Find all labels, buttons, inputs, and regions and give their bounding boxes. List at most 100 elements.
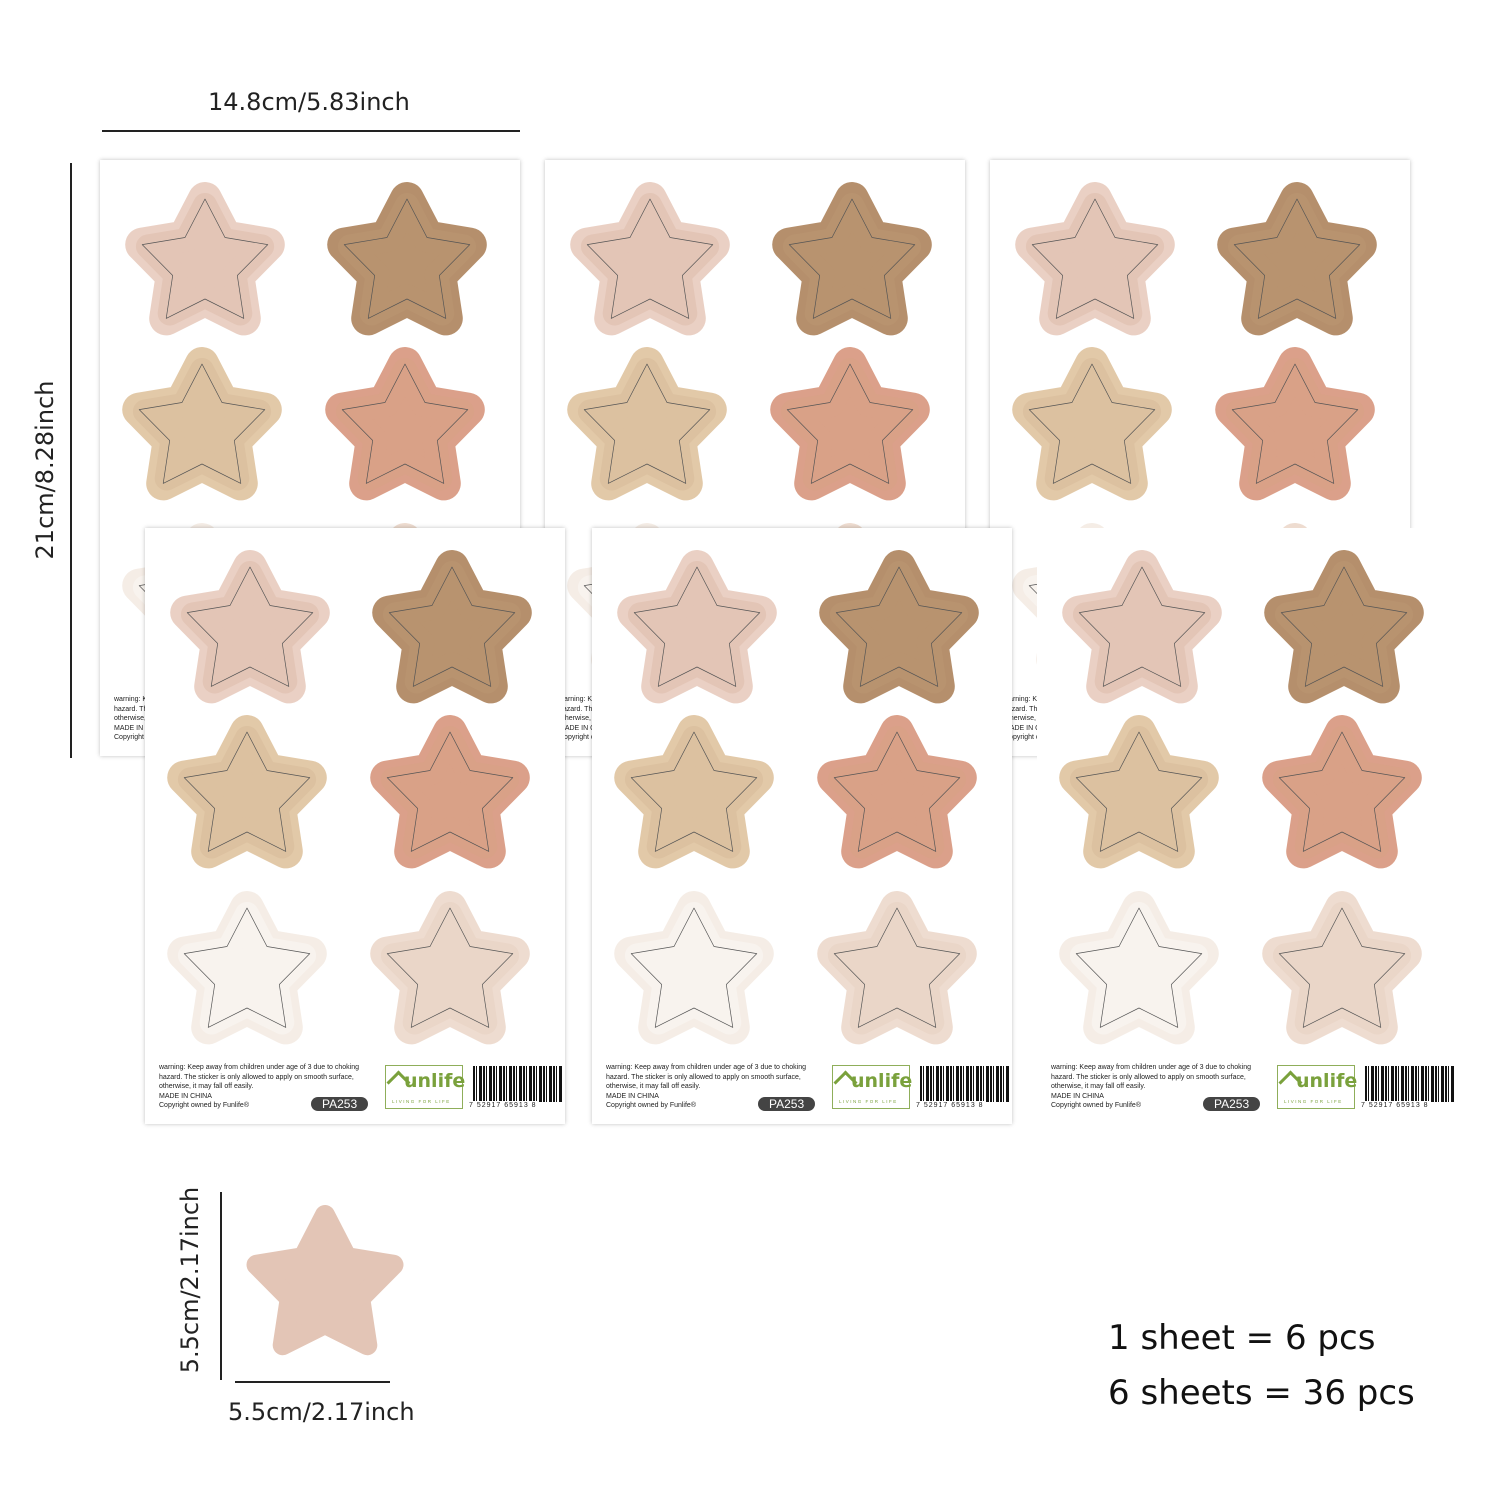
star-cut-line: [183, 907, 311, 1028]
star-sticker: [122, 347, 282, 501]
copyright-text: Copyright owned by Funlife®: [1051, 1102, 1141, 1109]
star-cut-line: [833, 731, 961, 852]
warning-text: warning: Keep away from children under a…: [606, 1064, 807, 1090]
logo-word: unlife: [404, 1070, 466, 1092]
logo-tagline: LIVING FOR LIFE: [839, 1099, 898, 1104]
star-cut-line: [1075, 731, 1203, 852]
warning-text: warning: Keep away from children under a…: [1051, 1064, 1252, 1090]
product-code-badge: PA253: [311, 1097, 369, 1111]
single-star-shape: [246, 1205, 404, 1356]
summary-line-1: 1 sheet = 6 pcs: [1108, 1318, 1376, 1358]
star-fill: [580, 193, 720, 326]
star-fill: [180, 561, 320, 694]
star-fill: [132, 358, 272, 491]
star-sticker: [1262, 891, 1422, 1045]
star-sticker: [1264, 550, 1424, 704]
star-cut-line: [788, 198, 916, 319]
funlife-logo: unlife LIVING FOR LIFE: [385, 1065, 466, 1109]
copyright-text: Copyright owned by Funlife®: [159, 1102, 249, 1109]
star-cut-line: [586, 198, 714, 319]
star-fill: [624, 726, 764, 859]
star-sticker: [819, 550, 979, 704]
sticker-sheet: warning: Keep away from children under a…: [145, 528, 565, 1124]
barcode-number: 7 52917 65913 8: [469, 1101, 537, 1111]
star-fill: [380, 902, 520, 1035]
sheet-height-arrow: [70, 163, 72, 758]
star-cut-line: [633, 566, 761, 687]
star-fill: [624, 902, 764, 1035]
copyright-text: Copyright owned by Funlife®: [606, 1102, 696, 1109]
star-fill: [380, 726, 520, 859]
star-sticker: [370, 715, 530, 869]
star-cut-line: [1078, 566, 1206, 687]
made-in-text: MADE IN CHINA: [159, 1093, 212, 1100]
summary-line-2: 6 sheets = 36 pcs: [1108, 1373, 1415, 1413]
star-sticker: [125, 182, 285, 336]
star-cut-line: [1075, 907, 1203, 1028]
star-cut-line: [183, 731, 311, 852]
star-cut-line: [186, 566, 314, 687]
star-fill: [827, 902, 967, 1035]
logo-word: unlife: [1296, 1070, 1358, 1092]
star-sticker: [167, 891, 327, 1045]
star-cut-line: [343, 198, 471, 319]
star-cut-line: [833, 907, 961, 1028]
star-sticker: [372, 550, 532, 704]
logo-tagline: LIVING FOR LIFE: [392, 1099, 451, 1104]
barcode-number: 7 52917 65913 8: [1361, 1101, 1429, 1111]
star-cut-line: [138, 363, 266, 484]
star-fill: [627, 561, 767, 694]
sheet-width-arrow: [102, 130, 520, 132]
star-sticker: [1062, 550, 1222, 704]
star-fill: [135, 193, 275, 326]
star-sticker: [1059, 715, 1219, 869]
star-sticker: [370, 891, 530, 1045]
star-sticker: [327, 182, 487, 336]
star-fill: [782, 193, 922, 326]
star-sticker: [1262, 715, 1422, 869]
single-star-sticker: [246, 1205, 404, 1356]
barcode-number: 7 52917 65913 8: [916, 1101, 984, 1111]
star-fill: [177, 726, 317, 859]
star-sticker: [770, 347, 930, 501]
star-cut-line: [386, 907, 514, 1028]
star-cut-line: [1231, 363, 1359, 484]
star-cut-line: [388, 566, 516, 687]
star-sticker: [817, 715, 977, 869]
star-fill: [1274, 561, 1414, 694]
star-sticker: [325, 347, 485, 501]
star-fill: [1272, 902, 1412, 1035]
star-fill: [1025, 193, 1165, 326]
star-fill: [382, 561, 522, 694]
star-sticker: [614, 715, 774, 869]
star-cut-line: [1278, 907, 1406, 1028]
star-cut-line: [630, 731, 758, 852]
sheet-footer: warning: Keep away from children under a…: [159, 1063, 563, 1119]
made-in-text: MADE IN CHINA: [606, 1093, 659, 1100]
star-fill: [827, 726, 967, 859]
star-fill: [1225, 358, 1365, 491]
star-sticker: [1217, 182, 1377, 336]
star-cut-line: [786, 363, 914, 484]
star-fill: [780, 358, 920, 491]
made-in-text: MADE IN CHINA: [559, 725, 612, 732]
star-sticker: [1015, 182, 1175, 336]
star-fill: [1072, 561, 1212, 694]
funlife-logo: unlife LIVING FOR LIFE: [832, 1065, 912, 1109]
sheet-width-label: 14.8cm/5.83inch: [208, 88, 410, 116]
star-sticker: [1059, 891, 1219, 1045]
made-in-text: MADE IN CHINA: [1004, 725, 1057, 732]
funlife-logo: unlife LIVING FOR LIFE: [1277, 1065, 1358, 1109]
sticker-sheet: warning: Keep away from children under a…: [1037, 528, 1457, 1124]
star-fill: [1272, 726, 1412, 859]
star-cut-line: [1280, 566, 1408, 687]
star-sticker: [167, 715, 327, 869]
star-cut-line: [141, 198, 269, 319]
star-fill: [337, 193, 477, 326]
warning-text: warning: Keep away from children under a…: [159, 1064, 360, 1090]
star-sticker: [1215, 347, 1375, 501]
star-fill: [1022, 358, 1162, 491]
star-cut-line: [1278, 731, 1406, 852]
made-in-text: MADE IN CHINA: [114, 725, 167, 732]
star-cut-line: [1028, 363, 1156, 484]
